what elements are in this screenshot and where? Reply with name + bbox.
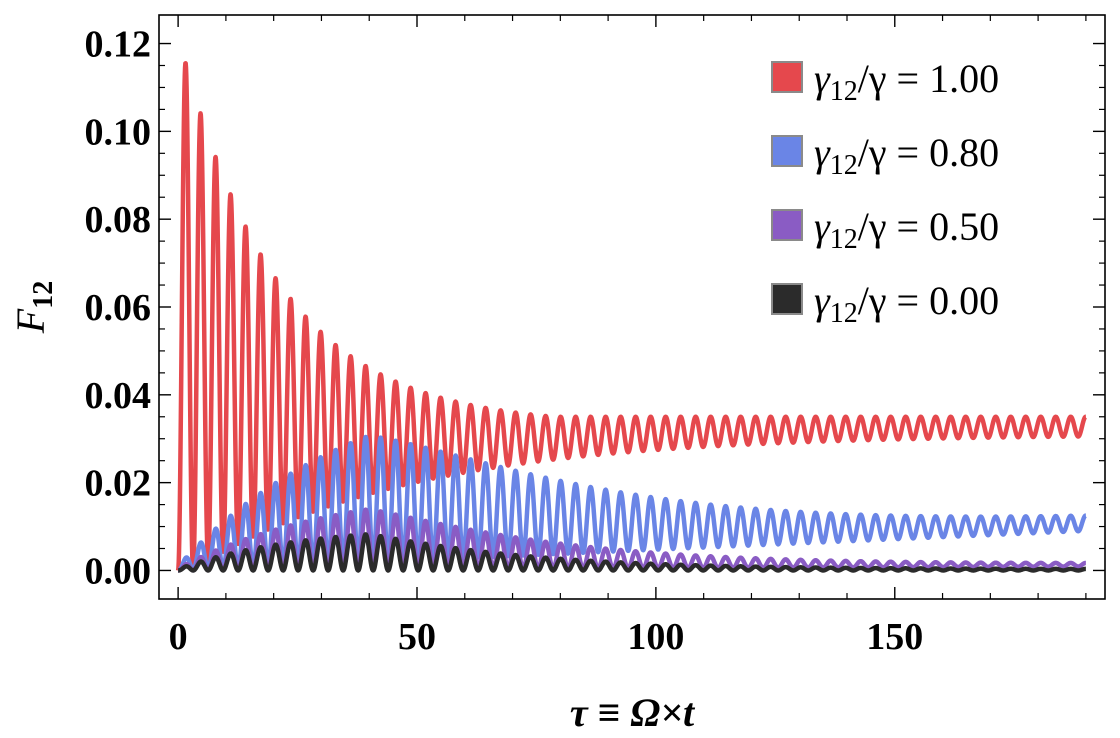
legend-label-2: γ12/γ = 0.50 bbox=[814, 204, 999, 255]
legend-label-0: γ12/γ = 1.00 bbox=[814, 56, 999, 107]
legend-label-sub-2: 12 bbox=[830, 224, 858, 255]
labels-layer: 0 50 100 150 0.00 0.02 0.04 0.06 0.08 0.10 0.12 bbox=[85, 24, 924, 658]
series-line-0 bbox=[175, 61, 1088, 572]
x-tick-label-1: 50 bbox=[398, 616, 436, 658]
legend-swatch-1 bbox=[771, 135, 803, 167]
y-tick-label-1: 0.02 bbox=[85, 463, 152, 505]
legend-swatch-2 bbox=[771, 209, 803, 241]
legend-label-sub-0: 12 bbox=[830, 76, 858, 107]
legend-label-rest-1: /γ = 0.80 bbox=[858, 130, 999, 175]
y-tick-label-0: 0.00 bbox=[85, 550, 152, 592]
y-axis-title: F12 bbox=[8, 281, 59, 334]
x-tick-label-0: 0 bbox=[169, 616, 188, 658]
y-tick-label-3: 0.06 bbox=[85, 287, 152, 329]
legend-label-1: γ12/γ = 0.80 bbox=[814, 130, 999, 181]
legend-label-main-3: γ bbox=[814, 278, 831, 323]
legend-label-main-2: γ bbox=[814, 204, 831, 249]
legend-label-3: γ12/γ = 0.00 bbox=[814, 278, 999, 329]
y-tick-label-5: 0.10 bbox=[85, 111, 152, 153]
legend-label-main-1: γ bbox=[814, 130, 831, 175]
legend-label-rest-2: /γ = 0.50 bbox=[858, 204, 999, 249]
legend-swatch-3 bbox=[771, 283, 803, 315]
x-tick-label-3: 150 bbox=[866, 616, 923, 658]
y-axis-title-sub: 12 bbox=[28, 281, 59, 309]
y-tick-label-2: 0.04 bbox=[85, 375, 152, 417]
legend-label-main-0: γ bbox=[814, 56, 831, 101]
y-tick-label-4: 0.08 bbox=[85, 199, 152, 241]
legend-swatch-0 bbox=[771, 61, 803, 93]
legend-label-sub-3: 12 bbox=[830, 298, 858, 329]
series-line-3 bbox=[176, 532, 1088, 573]
legend-label-sub-1: 12 bbox=[830, 150, 858, 181]
x-tick-label-2: 100 bbox=[627, 616, 684, 658]
series-layer bbox=[175, 61, 1088, 573]
legend-label-rest-3: /γ = 0.00 bbox=[858, 278, 999, 323]
legend-label-rest-0: /γ = 1.00 bbox=[858, 56, 999, 101]
x-axis-title: τ ≡ Ω×t bbox=[570, 690, 696, 735]
ticks-layer bbox=[159, 15, 1105, 599]
y-tick-label-6: 0.12 bbox=[85, 24, 152, 66]
y-axis-title-main: F bbox=[8, 308, 53, 334]
